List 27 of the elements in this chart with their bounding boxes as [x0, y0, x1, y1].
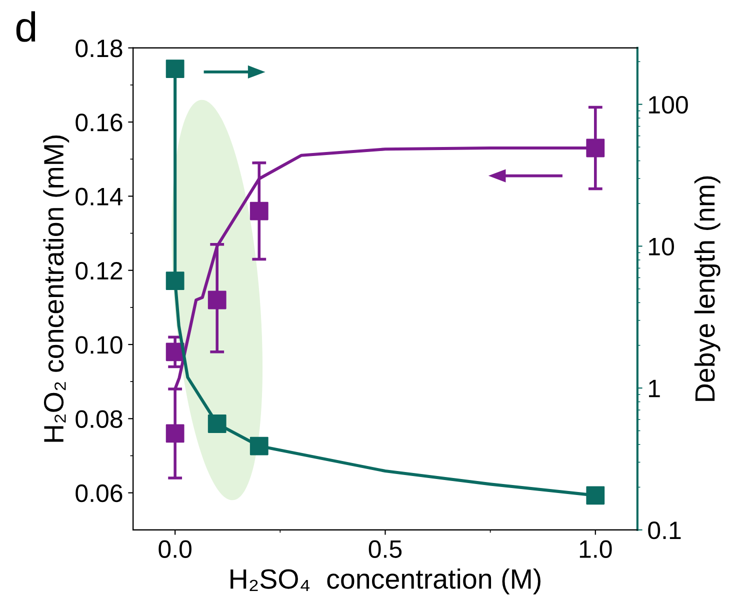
point [208, 290, 226, 310]
point [166, 424, 184, 443]
y2-tick-label: 1 [649, 380, 660, 398]
x-axis-title: H₂SO₄ concentration (M) [230, 568, 540, 594]
x-tick-label: 1.0 [580, 540, 612, 558]
chart-title: d [16, 11, 36, 42]
y2-tick-label: 10 [649, 238, 674, 256]
point [586, 138, 605, 158]
y-tick-label: 0.16 [76, 114, 122, 132]
y-axis-title: H₂O₂ concentration (mM) [43, 135, 70, 442]
x-tick-label: 0.5 [368, 540, 402, 558]
y-tick-label: 0.10 [76, 336, 122, 354]
y-tick-label: 0.18 [76, 39, 122, 58]
x-tick-label: 0.0 [158, 540, 192, 558]
y2-tick-label: 100 [649, 96, 688, 114]
point [166, 60, 184, 78]
y-tick-label: 0.08 [76, 410, 122, 428]
point [586, 486, 605, 505]
point [250, 436, 268, 456]
y-tick-label: 0.12 [76, 262, 122, 280]
point [166, 272, 184, 290]
y2-axis-title: Debye length (nm) [694, 176, 720, 401]
y-tick-label: 0.06 [76, 484, 122, 502]
point [208, 414, 226, 433]
y-tick-label: 0.14 [76, 188, 123, 206]
y2-tick-label: 0.1 [648, 521, 681, 540]
point [250, 202, 268, 220]
